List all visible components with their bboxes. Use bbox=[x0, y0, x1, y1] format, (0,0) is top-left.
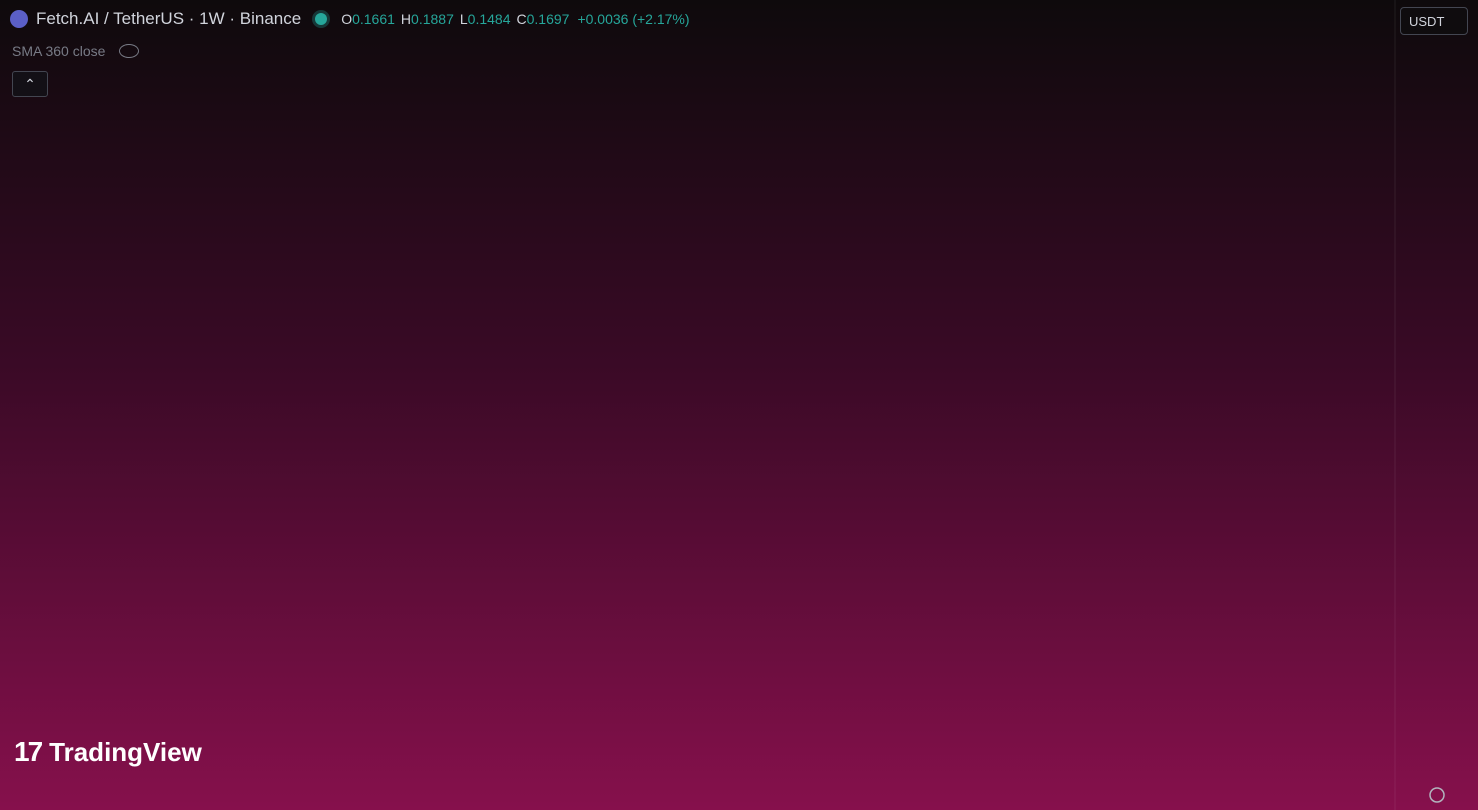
ohlc-key: H bbox=[400, 11, 412, 27]
ohlc-key: O bbox=[341, 11, 353, 27]
market-status bbox=[315, 13, 328, 25]
brand-name: TradingView bbox=[49, 736, 202, 767]
settings-icon[interactable] bbox=[1429, 787, 1445, 803]
change: +0.0036 (+2.17%) bbox=[577, 11, 690, 27]
ohlc-value: 0.1887 bbox=[411, 11, 454, 27]
legend-header: Fetch.AI / TetherUS · 1W · Binance O 0.16… bbox=[10, 9, 692, 29]
ohlc-value: 0.1661 bbox=[352, 11, 395, 27]
ohlc-key: L bbox=[459, 11, 468, 27]
brand: 17 TradingView bbox=[14, 736, 202, 767]
ohlc-value: 0.1697 bbox=[526, 11, 570, 27]
hide-icon[interactable] bbox=[119, 44, 140, 58]
currency-button[interactable]: USDT bbox=[1400, 7, 1468, 35]
ohlc-value: 0.1484 bbox=[467, 11, 511, 27]
indicator[interactable]: SMA 360 close bbox=[12, 43, 140, 59]
ohlc-key: C bbox=[516, 11, 527, 27]
indicator-label: SMA 360 close bbox=[12, 43, 106, 59]
symbol[interactable]: Fetch.AI / TetherUS · 1W · Binance bbox=[36, 9, 302, 28]
symbol-icon bbox=[10, 10, 28, 28]
collapse-button[interactable]: ⌃ bbox=[12, 71, 48, 97]
